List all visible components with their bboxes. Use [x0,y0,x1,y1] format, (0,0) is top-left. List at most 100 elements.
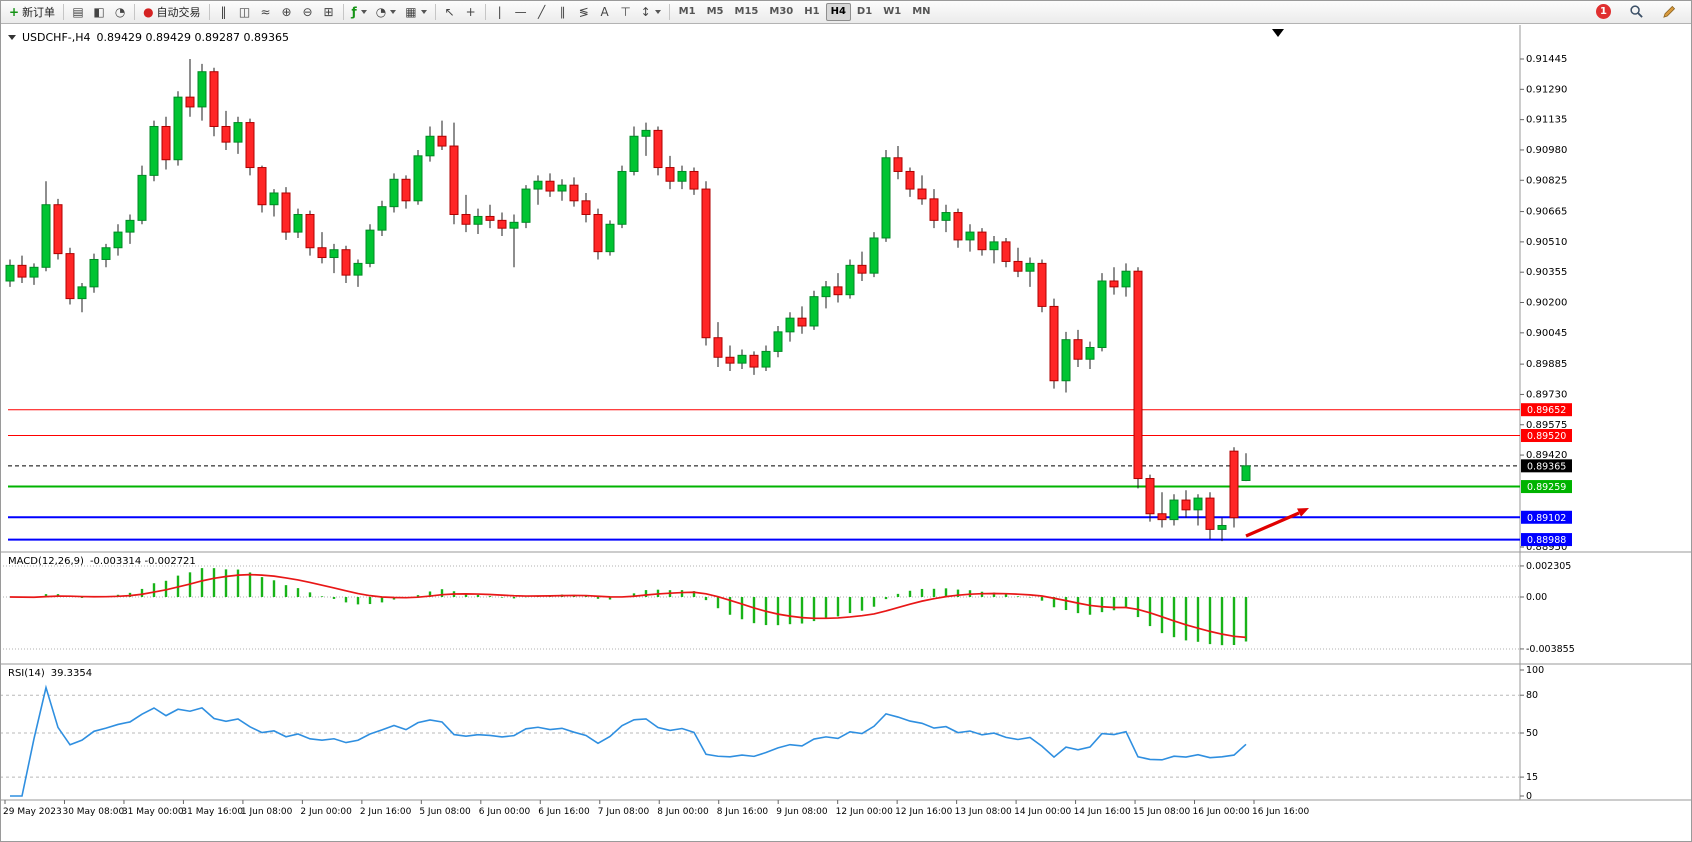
fibonacci-button[interactable]: ≶ [574,2,594,22]
horizontal-lines [8,403,1572,547]
svg-text:0.91290: 0.91290 [1526,84,1567,95]
horizontal-line-button[interactable]: — [511,2,531,22]
navigator-button[interactable]: ◔ [110,2,130,22]
indicators-icon: ƒ [351,4,357,19]
toolbar-separator [342,3,344,20]
autotrading-label: 自动交易 [156,5,201,19]
zoom-in-button[interactable]: ⊕ [277,2,297,22]
new-order-label: 新订单 [22,5,56,19]
autotrading-icon: ● [143,4,154,19]
cursor-icon: ↖ [444,4,455,19]
svg-text:0.89420: 0.89420 [1526,450,1567,461]
toolbar-separator [208,3,210,20]
data-window-button[interactable]: ◧ [89,2,109,22]
svg-text:31 May 00:00: 31 May 00:00 [122,807,184,817]
timeframe-w1-button[interactable]: W1 [878,3,906,21]
timeframe-m5-button[interactable]: M5 [702,3,729,21]
arrows-dropdown-button[interactable]: ↕ [637,2,665,22]
svg-text:0.90510: 0.90510 [1526,237,1567,248]
market-watch-button[interactable]: ▤ [68,2,88,22]
tile-windows-button[interactable]: ⊞ [319,2,339,22]
timeframe-h1-button[interactable]: H1 [799,3,824,21]
autotrading-button[interactable]: ● 自动交易 [139,2,204,22]
svg-text:6 Jun 00:00: 6 Jun 00:00 [479,807,531,817]
svg-text:7 Jun 08:00: 7 Jun 08:00 [598,807,650,817]
line-chart-button[interactable]: ≈ [256,2,276,22]
bar-chart-icon: ‖ [220,4,227,19]
chevron-down-icon [360,9,367,14]
trendline-icon: ╱ [537,4,546,19]
trendline-button[interactable]: ╱ [532,2,552,22]
new-order-button[interactable]: + 新订单 [5,2,59,22]
macd-name: MACD(12,26,9) [8,556,84,567]
chevron-down-icon [390,9,397,14]
toolbar-separator [668,3,670,20]
candlestick-chart-icon: ◫ [238,4,251,19]
chart-ohlc-values: 0.89429 0.89429 0.89287 0.89365 [96,31,289,44]
text-label-button[interactable]: ⊤ [616,2,636,22]
line-chart-icon: ≈ [260,4,271,19]
svg-text:0.91445: 0.91445 [1526,54,1567,65]
rsi-name: RSI(14) [8,668,45,679]
chevron-down-icon [420,9,427,14]
indicators-dropdown-button[interactable]: ƒ [348,2,371,22]
svg-text:8 Jun 00:00: 8 Jun 00:00 [657,807,709,817]
templates-icon: ▦ [405,4,417,19]
cursor-button[interactable]: ↖ [440,2,460,22]
vertical-line-button[interactable]: | [490,2,510,22]
svg-text:0.00: 0.00 [1526,592,1547,603]
timeframe-d1-button[interactable]: D1 [852,3,877,21]
svg-text:0.89259: 0.89259 [1527,482,1566,493]
chart-menu-caret-icon[interactable] [8,35,16,40]
text-button[interactable]: A [595,2,615,22]
arrows-icon: ↕ [640,4,651,19]
channel-button[interactable]: ∥ [553,2,573,22]
trend-arrow-annotation [1245,508,1309,538]
periods-dropdown-button[interactable]: ◔ [372,2,400,22]
timeframe-mn-button[interactable]: MN [907,3,935,21]
zoom-out-button[interactable]: ⊖ [298,2,318,22]
svg-text:16 Jun 00:00: 16 Jun 00:00 [1193,807,1250,817]
svg-text:9 Jun 08:00: 9 Jun 08:00 [776,807,828,817]
timeframe-m1-button[interactable]: M1 [674,3,701,21]
notification-badge[interactable]: 1 [1596,4,1611,19]
crosshair-icon: + [465,4,476,19]
svg-text:0.88950: 0.88950 [1526,542,1567,553]
svg-text:100: 100 [1526,665,1544,676]
bar-chart-button[interactable]: ‖ [214,2,234,22]
edit-icon[interactable] [1662,4,1677,19]
svg-text:0.89520: 0.89520 [1527,431,1566,442]
data-window-icon: ◧ [93,4,105,19]
svg-text:0.90825: 0.90825 [1526,175,1567,186]
svg-text:6 Jun 16:00: 6 Jun 16:00 [538,807,590,817]
svg-text:0.002305: 0.002305 [1526,561,1571,572]
svg-text:14 Jun 16:00: 14 Jun 16:00 [1074,807,1131,817]
svg-text:12 Jun 16:00: 12 Jun 16:00 [895,807,952,817]
text-label-icon: ⊤ [620,4,631,19]
svg-text:30 May 08:00: 30 May 08:00 [62,807,124,817]
rsi-indicator-label: RSI(14) 39.3354 [8,668,92,679]
timeframe-m15-button[interactable]: M15 [730,3,764,21]
text-icon: A [600,4,609,19]
timeframe-m30-button[interactable]: M30 [764,3,798,21]
svg-text:0.88988: 0.88988 [1527,535,1566,546]
navigator-icon: ◔ [114,4,126,19]
svg-text:0.89365: 0.89365 [1527,461,1566,472]
tile-windows-icon: ⊞ [323,4,334,19]
rsi-layer [0,669,1524,797]
main-toolbar: + 新订单 ▤ ◧ ◔ ● 自动交易 ‖ ◫ ≈ ⊕ ⊖ ⊞ ƒ ◔ [0,0,1692,24]
svg-text:0.90665: 0.90665 [1526,207,1567,218]
new-order-icon: + [9,4,20,19]
crosshair-button[interactable]: + [461,2,481,22]
candlestick-chart-button[interactable]: ◫ [235,2,255,22]
timeframe-h4-button[interactable]: H4 [825,2,851,21]
channel-icon: ∥ [559,4,566,19]
search-icon[interactable] [1629,4,1644,19]
svg-text:50: 50 [1526,728,1538,739]
templates-dropdown-button[interactable]: ▦ [401,2,430,22]
svg-text:80: 80 [1526,690,1538,701]
periods-icon: ◔ [375,4,387,19]
macd-layer [0,565,1524,650]
svg-text:2 Jun 00:00: 2 Jun 00:00 [300,807,352,817]
